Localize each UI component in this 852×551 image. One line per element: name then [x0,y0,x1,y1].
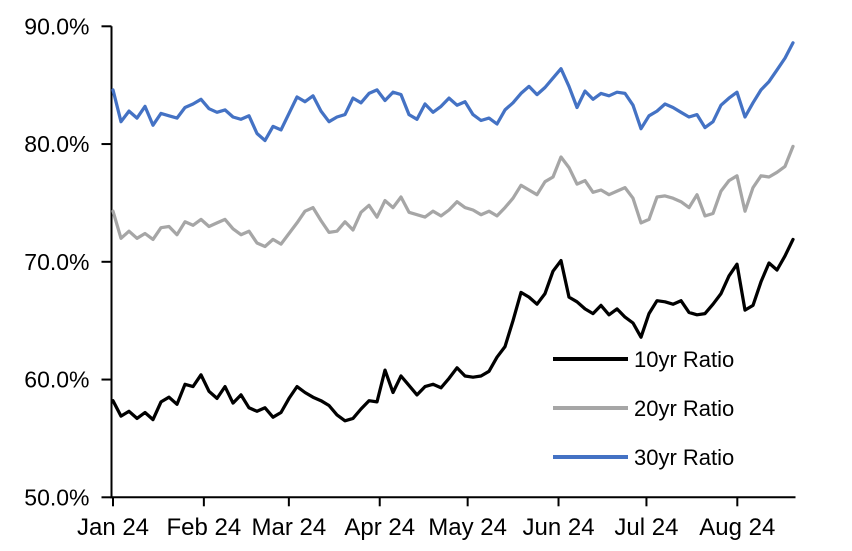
10yr-ratio-line [111,237,795,423]
legend-item-30yr-ratio: 30yr Ratio [553,445,734,470]
30yr-ratio-line [111,41,795,143]
x-axis-label: May 24 [428,514,507,541]
y-axis-label: 90.0% [24,13,89,39]
legend-label-10yr-ratio: 10yr Ratio [634,347,734,372]
x-axis-label: Jul 24 [614,514,678,541]
y-axis-label: 60.0% [24,367,89,393]
legend-label-20yr-ratio: 20yr Ratio [634,396,734,421]
y-axis-label: 50.0% [24,484,89,510]
x-axis-label: Jan 24 [77,514,149,541]
x-axis-label: Mar 24 [252,514,327,541]
y-axis-label: 80.0% [24,131,89,157]
20yr-ratio-line [111,144,795,249]
legend-item-10yr-ratio: 10yr Ratio [553,347,734,372]
y-axis-label: 70.0% [24,249,89,275]
x-axis-label: Apr 24 [344,514,415,541]
x-axis-label: Feb 24 [167,514,242,541]
legend-label-30yr-ratio: 30yr Ratio [634,445,734,470]
x-axis-label: Jun 24 [522,514,594,541]
legend-item-20yr-ratio: 20yr Ratio [553,396,734,421]
x-axis-label: Aug 24 [699,514,775,541]
legend: 10yr Ratio 20yr Ratio 30yr Ratio [553,347,734,470]
